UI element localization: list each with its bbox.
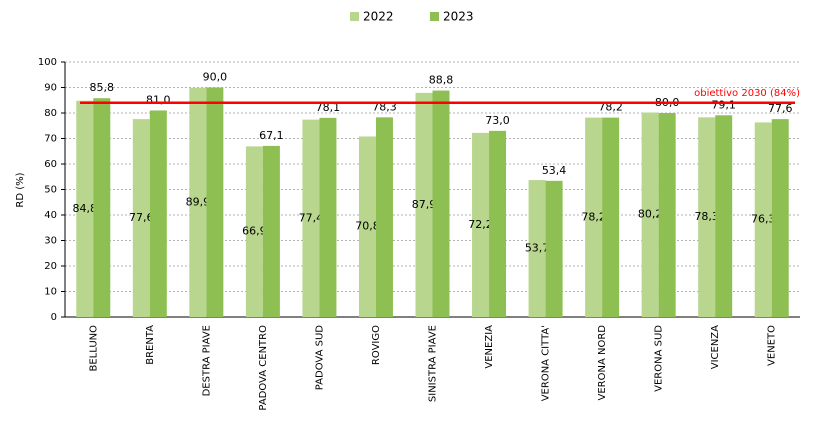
bar	[715, 115, 733, 317]
bar	[358, 136, 376, 317]
data-label: 90,0	[203, 71, 228, 84]
bar	[602, 117, 620, 317]
data-label: 84,8	[73, 202, 98, 215]
data-label: 89,9	[186, 195, 211, 208]
x-tick-label: VENETO	[767, 325, 778, 366]
data-label: 88,8	[429, 74, 454, 87]
data-label: 87,9	[412, 198, 437, 211]
data-label: 81,0	[146, 93, 171, 106]
x-tick-label: PADOVA SUD	[314, 325, 325, 391]
x-tick-label: VICENZA	[710, 325, 721, 369]
y-tick-label: 50	[44, 185, 57, 196]
bar	[754, 122, 772, 317]
data-label: 73,0	[485, 114, 510, 127]
data-label: 66,9	[242, 225, 267, 238]
x-tick-label: PADOVA CENTRO	[258, 325, 269, 411]
bar	[472, 132, 490, 317]
bar	[658, 113, 676, 317]
bar	[375, 117, 393, 318]
bar	[545, 180, 563, 317]
y-tick-label: 100	[38, 57, 57, 68]
bar	[698, 117, 716, 318]
y-tick-label: 20	[44, 261, 57, 272]
bar	[302, 119, 320, 317]
data-label: 85,8	[90, 81, 115, 94]
data-label: 77,6	[768, 102, 793, 115]
target-label: obiettivo 2030 (84%)	[694, 88, 800, 99]
x-tick-label: DESTRA PIAVE	[201, 325, 212, 396]
data-label: 72,2	[468, 218, 493, 231]
bar	[641, 112, 659, 318]
bar	[489, 130, 507, 317]
bar	[771, 119, 789, 318]
y-tick-label: 70	[44, 134, 57, 145]
x-tick-label: VERONA CITTA'	[541, 325, 552, 401]
bar	[93, 98, 111, 318]
bar	[585, 117, 603, 317]
data-label: 70,8	[355, 220, 380, 233]
data-label: 78,1	[316, 101, 341, 114]
legend-label: 2023	[443, 10, 474, 24]
bar	[149, 110, 167, 317]
data-label: 80,2	[638, 208, 663, 221]
x-tick-label: BELLUNO	[88, 325, 99, 372]
y-tick-label: 40	[44, 210, 57, 221]
legend-swatch	[350, 12, 359, 21]
x-tick-label: BRENTA	[145, 325, 156, 365]
x-tick-label: SINISTRA PIAVE	[428, 325, 439, 402]
x-tick-label: ROVIGO	[371, 325, 382, 365]
data-label: 53,4	[542, 164, 567, 177]
data-label: 76,3	[751, 213, 776, 226]
data-label: 77,4	[299, 211, 324, 224]
legend-label: 2022	[363, 10, 394, 24]
y-tick-label: 0	[51, 312, 57, 323]
x-tick-label: VERONA SUD	[654, 325, 665, 392]
bar	[415, 92, 433, 317]
y-tick-label: 30	[44, 236, 57, 247]
y-tick-label: 90	[44, 83, 57, 94]
data-label: 53,7	[525, 242, 550, 255]
y-tick-label: 80	[44, 108, 57, 119]
y-tick-label: 60	[44, 159, 57, 170]
x-tick-label: VENEZIA	[484, 325, 495, 369]
data-label: 77,6	[129, 211, 154, 224]
bar	[528, 180, 546, 317]
y-tick-label: 10	[44, 287, 57, 298]
data-label: 67,1	[259, 129, 284, 142]
bar	[319, 117, 337, 317]
bar	[76, 100, 94, 317]
bar	[262, 145, 280, 317]
y-axis-label: RD (%)	[15, 172, 26, 207]
bar	[245, 146, 263, 317]
bar	[206, 87, 224, 317]
data-label: 78,3	[694, 210, 719, 223]
bar	[432, 90, 450, 317]
bar	[189, 87, 207, 317]
bar	[132, 119, 150, 318]
data-label: 79,1	[711, 98, 736, 111]
data-label: 78,2	[581, 210, 606, 223]
x-tick-label: VERONA NORD	[597, 325, 608, 401]
legend-swatch	[430, 12, 439, 21]
